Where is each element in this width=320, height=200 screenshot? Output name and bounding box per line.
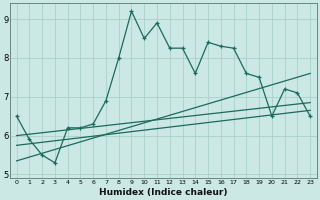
X-axis label: Humidex (Indice chaleur): Humidex (Indice chaleur) xyxy=(99,188,228,197)
